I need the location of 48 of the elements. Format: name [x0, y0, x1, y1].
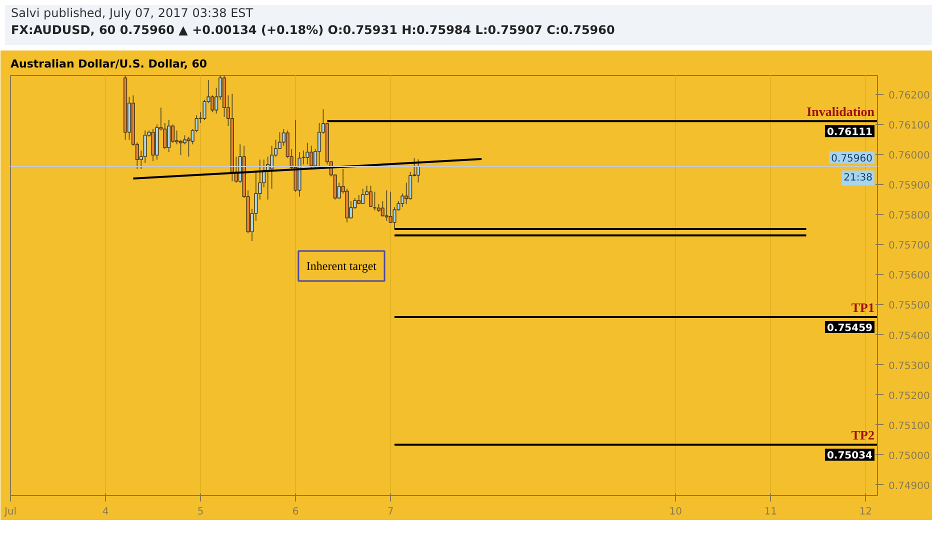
- candlestick: [310, 145, 314, 170]
- candlestick: [361, 188, 365, 205]
- x-tick-label: 11: [764, 506, 777, 518]
- x-tick-label: 10: [669, 506, 682, 518]
- y-tick-label: 0.75100: [888, 420, 930, 432]
- data-label: 0.76111: [826, 127, 873, 138]
- annotation: Inherent target: [306, 259, 378, 274]
- y-tick-label: 0.75000: [888, 450, 930, 462]
- candlestick: [384, 190, 388, 222]
- legend-title: Australian Dollar/U.S. Dollar, 60: [10, 58, 208, 70]
- y-tick-label: 0.75900: [888, 180, 930, 192]
- y-tick-label: 0.75600: [888, 270, 930, 282]
- chart-title: Salvi published, July 07, 2017 03:38 EST: [11, 5, 254, 22]
- x-tick-label: 5: [197, 506, 204, 518]
- x-tick-label: 12: [859, 506, 872, 518]
- data-label: 0.75034: [826, 450, 873, 462]
- y-tick-label: 0.75300: [888, 360, 930, 372]
- candlestick: [372, 191, 377, 211]
- candlestick: [400, 193, 404, 208]
- y-tick-label: 0.75800: [888, 210, 930, 222]
- chart-subtitle: FX:AUDUSD, 60 0.75960 ▲ +0.00134 (+0.18%) O:0.75931 H:0.75984 L:0.75907 C:0.75960: [11, 22, 615, 39]
- data-label: 0.75459: [826, 323, 873, 334]
- series-label: TP2: [851, 428, 875, 443]
- y-tick-label: 0.76000: [888, 150, 930, 162]
- series-label: Invalidation: [806, 104, 876, 120]
- annotation: 21:38: [844, 172, 873, 184]
- y-tick-label: 0.75500: [888, 300, 930, 312]
- x-tick-label: Jul: [3, 506, 17, 518]
- y-tick-label: 0.75200: [888, 390, 930, 402]
- series-label: TP1: [851, 300, 875, 316]
- candlestick: [143, 130, 147, 164]
- candlestick: [368, 185, 373, 208]
- x-tick-label: 7: [387, 506, 394, 518]
- candlestick: [167, 119, 171, 153]
- candlestick: [318, 122, 322, 168]
- candlestick: [306, 142, 310, 165]
- x-tick-label: 4: [102, 506, 109, 518]
- candlestick: [294, 119, 298, 192]
- y-tick-label: 0.74900: [888, 480, 930, 492]
- x-tick-label: 6: [292, 506, 299, 518]
- candlestick: [388, 191, 392, 224]
- y-tick-label: 0.75700: [888, 240, 930, 252]
- ref-line-label: 0.75960: [831, 154, 873, 165]
- candlestick: [151, 128, 155, 162]
- candlestick: [408, 171, 412, 200]
- y-tick-label: 0.76100: [888, 120, 930, 132]
- y-tick-label: 0.76200: [888, 90, 930, 102]
- y-tick-label: 0.75400: [888, 330, 930, 342]
